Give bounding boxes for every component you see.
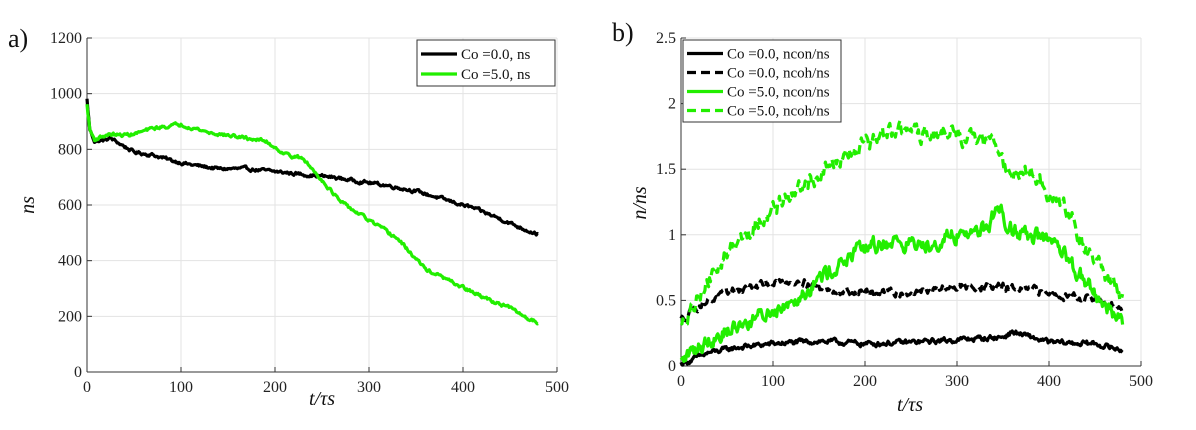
y-tick-label: 200: [58, 308, 82, 325]
x-tick-label: 0: [83, 379, 91, 396]
y-tick-label: 1200: [50, 30, 82, 47]
chart-panel-b: 0 100 200 300 400 500 0 0.5 1 1.5 2 2.5 Co =0.0, nco…: [612, 18, 1153, 416]
y-tick-label: 0: [74, 364, 82, 381]
x-tick-label: 500: [545, 379, 569, 396]
legend-label: Co =5.0, ns: [461, 67, 530, 83]
series-line-3: [679, 119, 1125, 326]
series-line-0: [85, 98, 539, 237]
x-tick-label: 300: [945, 373, 969, 390]
x-tick-label: 200: [853, 373, 877, 390]
y-axis-label: n/ns: [629, 186, 651, 220]
y-tick-label: 2: [668, 96, 676, 113]
y-tick-label: 1: [668, 227, 676, 244]
panel-label: b): [612, 18, 634, 47]
panel-label: a): [8, 24, 28, 53]
legend-label: Co =0.0, ns: [461, 47, 530, 63]
y-tick-label: 400: [58, 253, 82, 270]
legend-label: Co =0.0, ncon/ns: [727, 47, 830, 63]
x-tick-label: 0: [677, 373, 685, 390]
legend-label: Co =5.0, ncon/ns: [727, 85, 830, 101]
legend-box: [416, 39, 556, 87]
x-axis-label: t/τs: [309, 388, 335, 410]
series-line-1: [679, 278, 1125, 323]
x-tick-label: 100: [761, 373, 785, 390]
y-tick-label: 0.5: [656, 292, 676, 309]
x-tick-label: 100: [169, 379, 193, 396]
legend-label: Co =0.0, ncoh/ns: [727, 66, 830, 82]
series-line-0: [679, 329, 1124, 367]
y-tick-label: 1000: [50, 86, 82, 103]
legend: Co =0.0, ns Co =5.0, ns: [416, 39, 556, 87]
chart-panel-a: 0 100 200 300 400 500 0 200 400 600 800 1000 1200 Co …: [8, 24, 569, 410]
y-tick-label: 0: [668, 358, 676, 375]
series-line-2: [679, 203, 1125, 363]
x-tick-label: 300: [357, 379, 381, 396]
y-tick-label: 2.5: [656, 30, 676, 47]
x-tick-label: 400: [451, 379, 475, 396]
y-axis-label: ns: [17, 196, 39, 214]
y-tick-label: 1.5: [656, 161, 676, 178]
x-axis-label: t/τs: [897, 394, 923, 416]
y-tick-label: 800: [58, 141, 82, 158]
y-tick-label: 600: [58, 197, 82, 214]
x-tick-label: 500: [1129, 373, 1153, 390]
legend: Co =0.0, ncon/ns Co =0.0, ncoh/ns Co =5.0,…: [682, 39, 842, 123]
series-line-1: [85, 104, 539, 326]
x-tick-label: 400: [1037, 373, 1061, 390]
legend-label: Co =5.0, ncoh/ns: [727, 104, 830, 120]
x-tick-label: 200: [263, 379, 287, 396]
